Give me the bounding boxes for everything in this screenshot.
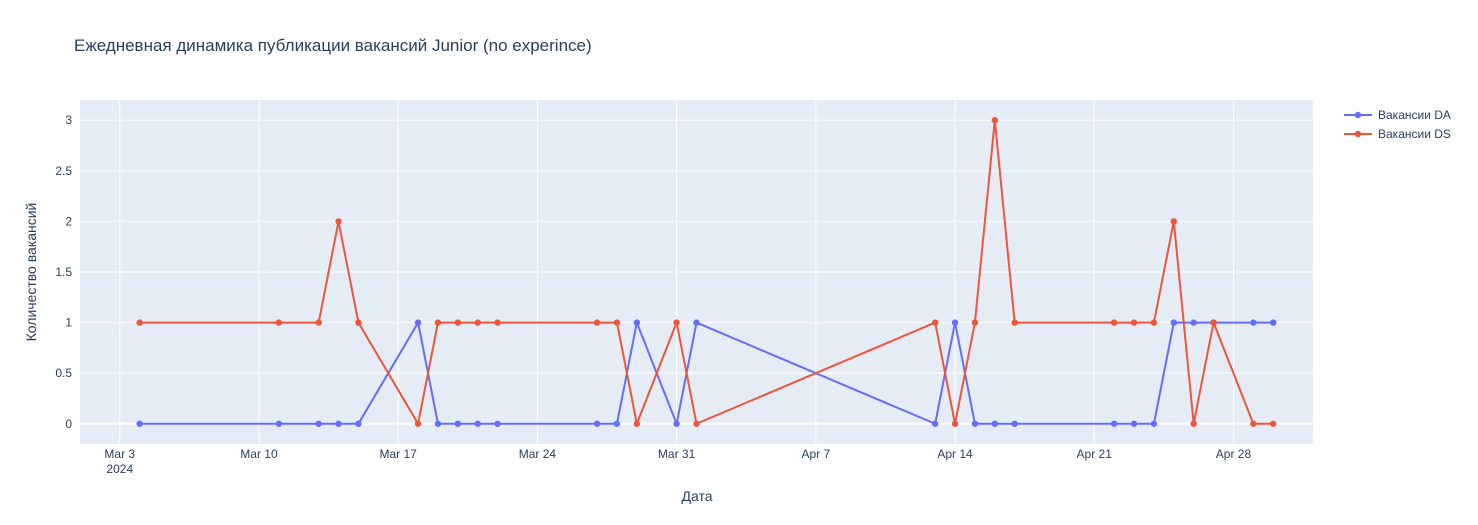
data-point[interactable] [355,420,362,427]
legend-marker-swatch [1354,130,1362,138]
data-point[interactable] [613,420,621,427]
x-tick-sublabel: 2024 [106,462,133,476]
data-point[interactable] [1130,420,1138,427]
y-tick-label: 2 [65,214,72,228]
x-axis-title: Дата [681,488,712,504]
data-point[interactable] [931,319,939,326]
data-point[interactable] [1270,420,1277,427]
x-tick-label: Mar 10 [240,447,278,461]
y-tick-label: 0 [65,417,72,431]
data-point[interactable] [951,420,959,427]
y-tick-label: 0.5 [55,366,72,380]
data-point[interactable] [673,319,680,326]
legend-item-2[interactable]: Вакансии DS [1344,127,1451,141]
data-point[interactable] [633,420,641,427]
data-point[interactable] [971,420,979,427]
legend-label: Вакансии DA [1378,108,1451,122]
data-point[interactable] [991,117,999,124]
data-point[interactable] [971,319,979,326]
data-point[interactable] [1190,319,1197,326]
data-point[interactable] [1110,319,1118,326]
x-tick-label: Apr 28 [1216,447,1252,461]
legend-marker-swatch [1354,111,1362,119]
x-tick-label: Apr 14 [937,447,973,461]
series-line-2 [139,119,1274,425]
x-tick-label: Mar 24 [519,447,557,461]
data-point[interactable] [414,319,422,326]
data-point[interactable] [434,319,442,326]
data-point[interactable] [474,319,481,326]
data-point[interactable] [1011,420,1018,427]
data-point[interactable] [315,319,322,326]
data-point[interactable] [136,420,143,427]
x-tick-label: Apr 21 [1077,447,1113,461]
data-point[interactable] [693,319,700,326]
x-tick-label: Mar 17 [380,447,418,461]
y-tick-label: 2.5 [55,164,72,178]
data-point[interactable] [633,319,641,326]
data-point[interactable] [1110,420,1118,427]
data-point[interactable] [673,420,680,427]
data-point[interactable] [1130,319,1138,326]
x-tick-label: Mar 31 [658,447,696,461]
data-point[interactable] [136,319,143,326]
series-layer [136,117,1277,427]
legend-label: Вакансии DS [1378,127,1451,141]
data-point[interactable] [494,319,501,326]
x-tick-label: Mar 3 [104,447,135,461]
data-point[interactable] [1190,420,1197,427]
data-point[interactable] [315,420,322,427]
data-point[interactable] [951,319,959,326]
chart-title: Ежедневная динамика публикации вакансий … [74,36,592,55]
data-point[interactable] [613,319,621,326]
data-point[interactable] [693,420,700,427]
data-point[interactable] [1270,319,1277,326]
legend[interactable]: Вакансии DA Вакансии DS [1344,108,1451,141]
y-tick-label: 1 [65,316,72,330]
data-point[interactable] [1150,420,1158,427]
data-point[interactable] [275,319,283,326]
data-point[interactable] [593,420,601,427]
data-point[interactable] [454,420,462,427]
data-point[interactable] [335,218,342,225]
data-point[interactable] [1011,319,1018,326]
data-point[interactable] [1170,319,1177,326]
data-point[interactable] [1250,420,1257,427]
y-tick-label: 3 [65,113,72,127]
x-tick-label: Apr 7 [801,447,830,461]
data-point[interactable] [593,319,601,326]
data-point[interactable] [494,420,501,427]
y-tick-label: 1.5 [55,265,72,279]
data-point[interactable] [1210,319,1217,326]
data-point[interactable] [1170,218,1177,225]
data-point[interactable] [991,420,999,427]
data-point[interactable] [335,420,342,427]
data-point[interactable] [355,319,362,326]
data-point[interactable] [931,420,939,427]
data-point[interactable] [414,420,422,427]
data-point[interactable] [474,420,481,427]
data-point[interactable] [454,319,462,326]
data-point[interactable] [1250,319,1257,326]
data-point[interactable] [275,420,283,427]
y-axis-title: Количество вакансий [23,203,39,342]
data-point[interactable] [1150,319,1158,326]
data-point[interactable] [434,420,442,427]
legend-item-1[interactable]: Вакансии DA [1344,108,1451,122]
